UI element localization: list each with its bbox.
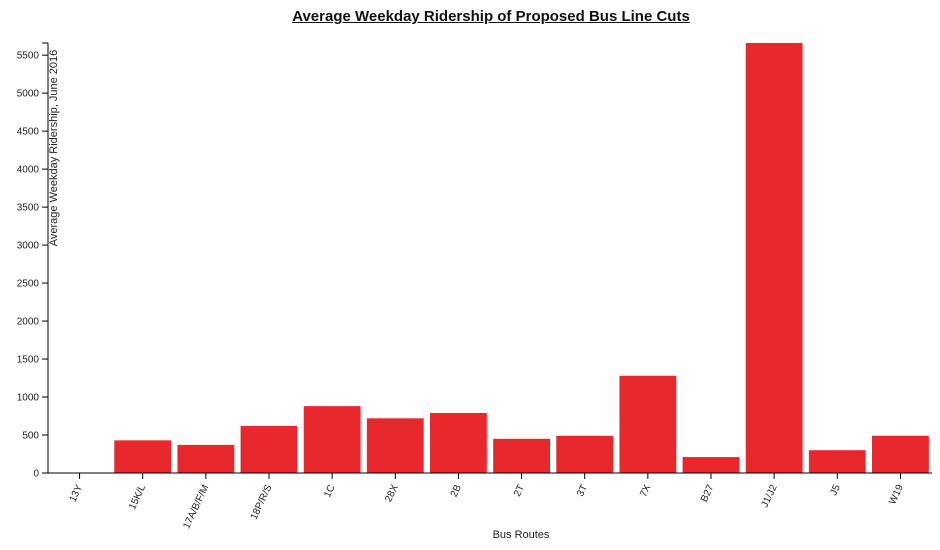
bars bbox=[114, 43, 929, 473]
x-tick-label: 28X bbox=[383, 483, 401, 504]
x-tick-label: 15K/L bbox=[127, 483, 148, 512]
bar-3t bbox=[556, 435, 614, 473]
bar-1c bbox=[303, 406, 361, 473]
x-axis-label: Bus Routes bbox=[493, 529, 550, 541]
x-tick-label: W19 bbox=[887, 483, 906, 507]
y-tick-label: 2500 bbox=[17, 279, 40, 290]
bar-j5 bbox=[808, 450, 866, 473]
y-tick-label: 0 bbox=[33, 469, 39, 480]
bar-w19 bbox=[872, 435, 929, 473]
x-axis: 13Y 15K/L 17A/B/F/M 18P/R/S 1C 28X 2B 2T 3T 7X B27… bbox=[48, 472, 932, 531]
bar-2b bbox=[430, 412, 487, 473]
x-tick-label: 13Y bbox=[68, 483, 86, 504]
x-tick-label: 3T bbox=[575, 483, 590, 498]
x-tick-label: 18P/R/S bbox=[249, 483, 275, 522]
y-axis: 0 500 1000 1500 2000 2500 3000 3500 4000 4500 5000… bbox=[17, 42, 49, 480]
bar-j1-j2 bbox=[745, 43, 803, 473]
y-tick-label: 5500 bbox=[17, 51, 40, 62]
bar-18p-r-s bbox=[240, 425, 298, 473]
bar-b27 bbox=[682, 457, 740, 473]
y-tick-label: 4500 bbox=[17, 127, 40, 138]
bar-17a-b-f-m bbox=[177, 444, 235, 473]
chart-title: Average Weekday Ridership of Proposed Bu… bbox=[292, 8, 690, 25]
bar-2t bbox=[493, 438, 550, 473]
y-tick-label: 1500 bbox=[17, 355, 40, 366]
x-tick-label: B27 bbox=[699, 483, 717, 504]
x-tick-label: 17A/B/F/M bbox=[181, 483, 211, 530]
x-tick-label: 1C bbox=[322, 483, 337, 499]
y-tick-label: 500 bbox=[22, 431, 39, 442]
x-tick-label: J1/J2 bbox=[760, 483, 780, 510]
y-tick-label: 2000 bbox=[17, 317, 40, 328]
y-tick-label: 3500 bbox=[17, 203, 40, 214]
bar-15k-l bbox=[114, 440, 172, 473]
y-tick-label: 3000 bbox=[17, 241, 40, 252]
x-tick-label: 2B bbox=[449, 483, 464, 499]
bar-28x bbox=[366, 418, 424, 473]
y-tick-label: 4000 bbox=[17, 165, 40, 176]
x-tick-label: 2T bbox=[512, 483, 527, 498]
x-tick-label: 7X bbox=[638, 483, 653, 499]
x-tick-label: J5 bbox=[828, 483, 843, 498]
y-tick-label: 1000 bbox=[17, 393, 40, 404]
y-axis-label: Average Weekday Ridership, June 2016 bbox=[48, 50, 60, 247]
bar-7x bbox=[619, 375, 677, 473]
y-tick-label: 5000 bbox=[17, 89, 40, 100]
